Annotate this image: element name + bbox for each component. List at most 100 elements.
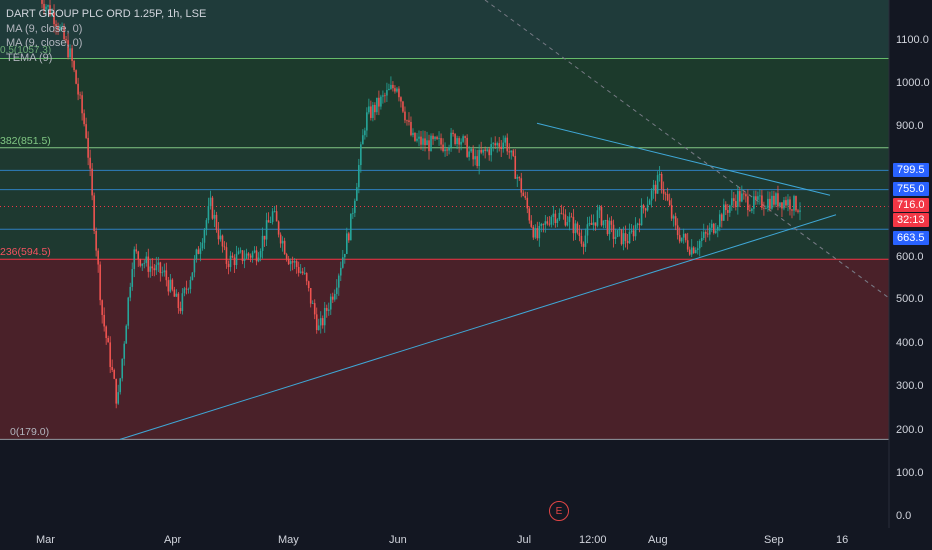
candle-body [448,147,450,151]
fib-zone-236 [0,259,889,440]
candle-body [129,286,132,298]
candle-body [89,157,91,169]
candle-body [474,156,476,160]
descending-trendline [536,122,831,196]
earnings-event-icon[interactable]: E [549,501,569,521]
y-tick: 200.0 [896,424,924,436]
symbol-title[interactable]: DART GROUP PLC ORD 1.25P, 1h, LSE [6,8,207,20]
candle-body [506,137,509,152]
candle-body [440,138,442,145]
candle-body [171,279,174,290]
candle-body [462,136,464,142]
price-tag-755[interactable]: 755.0 [893,182,929,196]
candle-body [201,242,204,249]
candle-body [688,249,691,255]
candle-body [93,195,95,231]
candle-body [638,223,641,226]
candle-body [572,216,575,234]
candle-body [749,210,751,211]
candle-body [341,257,344,268]
candle-body [544,221,547,225]
candle-body [618,229,621,231]
candle-body [512,150,515,156]
candle-body [454,134,456,145]
indicator-tema[interactable]: TEMA (9) [6,51,53,64]
candle-body [402,101,404,112]
candle-body [179,308,182,312]
candle-body [785,200,787,206]
candle-body [598,206,601,211]
indicator-ma-1[interactable]: MA (9, close, 0) [6,22,83,35]
candle-body [221,235,224,247]
candle-body [576,223,579,233]
candle-body [237,251,240,254]
candle-body [382,95,384,97]
candle-body [161,272,164,274]
ascending-trendline [119,214,837,440]
candle-body [586,224,589,236]
candle-body [392,84,394,89]
candle-body [91,168,93,196]
price-tag-663-5[interactable]: 663.5 [893,231,929,245]
candle-body [67,40,69,58]
candle-body [646,204,649,211]
candle-body [313,303,316,315]
candle-body [281,240,284,244]
candle-body [560,212,563,214]
candle-body [77,83,79,95]
candle-body [55,24,57,27]
candle-body [490,144,492,156]
candle-body [628,231,631,244]
candle-body [47,5,49,7]
candle-body [765,208,767,209]
price-tag-799-5[interactable]: 799.5 [893,163,929,177]
candle-body [741,193,743,202]
candle-body [105,326,107,339]
candle-body [430,135,432,152]
candle-body [612,224,615,239]
candle-body [446,149,448,151]
candle-body [360,144,362,166]
candle-body [217,229,220,240]
candle-body [787,199,789,206]
candle-body [538,226,541,239]
candle-body [644,208,647,211]
candle-body [255,250,258,262]
candle-body [420,136,422,145]
candle-body [141,263,144,266]
candle-body [135,249,138,252]
candle-body [747,196,749,211]
candle-body [337,275,340,288]
trendlines [119,0,890,440]
candle-body [680,237,683,242]
candle-body [662,189,665,194]
candles [41,0,801,409]
candle-body [354,200,356,213]
candle-body [797,210,799,212]
last-price-tag[interactable]: 716.0 [893,198,929,212]
candle-body [372,104,374,118]
candle-body [406,120,408,122]
candle-body [259,250,262,258]
candle-body [578,232,581,236]
candle-body [484,149,486,151]
candle-body [364,130,366,136]
candle-body [522,192,525,196]
candle-body [422,138,424,145]
candle-body [305,273,308,282]
candle-body [588,223,591,225]
candle-body [552,213,555,217]
candle-body [127,297,130,326]
indicator-ma-2[interactable]: MA (9, close, 0) [6,37,83,49]
candle-body [187,289,190,290]
candle-body [686,240,689,250]
candle-body [763,207,765,209]
candle-body [769,198,771,209]
candle-body [191,272,194,280]
candle-body [652,184,655,191]
candle-body [414,132,416,141]
candle-body [636,223,639,225]
candle-body [71,48,73,61]
candle-body [75,70,77,84]
